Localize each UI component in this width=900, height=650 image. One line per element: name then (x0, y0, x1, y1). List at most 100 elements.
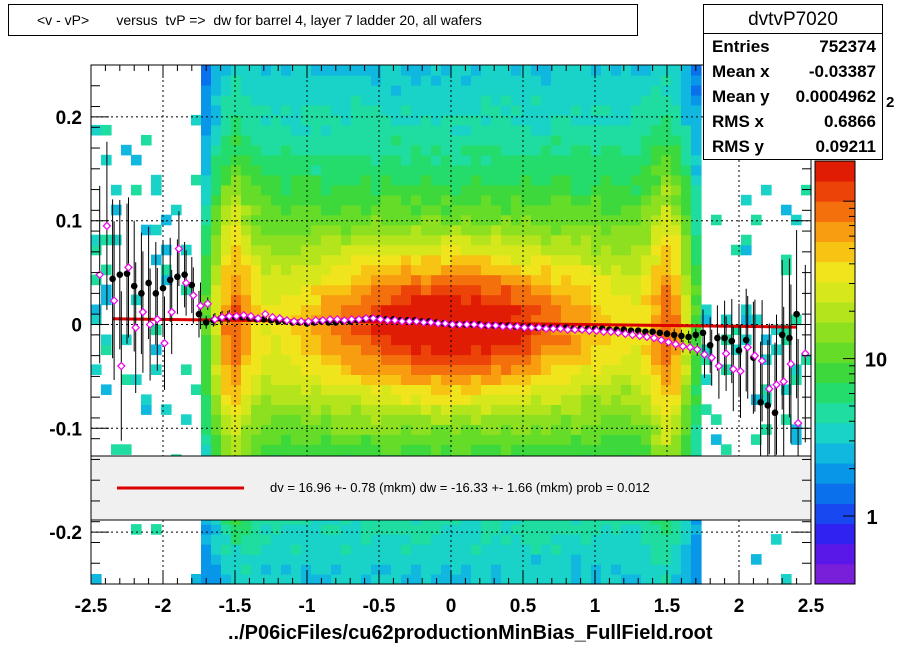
heatmap-cell (541, 554, 552, 565)
heatmap-cell (591, 274, 602, 286)
heatmap-cell (361, 404, 372, 415)
x-tick-label: 0 (446, 596, 457, 617)
heatmap-cell (681, 154, 692, 166)
profile-point (282, 315, 292, 325)
heatmap-cell (461, 144, 472, 156)
heatmap-cell (691, 444, 702, 455)
y-tick-label: 0.1 (56, 212, 83, 233)
heatmap-cell (381, 434, 392, 445)
heatmap-cell (221, 284, 232, 296)
heatmap-cell (451, 94, 462, 106)
heatmap-cell (181, 244, 192, 256)
heatmap-cell (251, 254, 262, 266)
profile-point (592, 326, 601, 336)
heatmap-cell (551, 384, 562, 395)
heatmap-cell (311, 214, 322, 226)
heatmap-cell (401, 104, 412, 116)
heatmap-cell (401, 544, 412, 555)
x-tick-label: -1.5 (219, 596, 252, 617)
heatmap-cell (631, 314, 642, 326)
heatmap-cell (361, 254, 372, 266)
heatmap-cell (481, 85, 492, 96)
heatmap-cell (631, 544, 642, 555)
heatmap-cell (661, 85, 672, 96)
heatmap-cell (431, 144, 442, 156)
heatmap-cell (631, 264, 642, 276)
heatmap-cell (311, 184, 322, 196)
palette-swatch (815, 382, 855, 404)
heatmap-cell (251, 284, 262, 296)
heatmap-cell (601, 85, 612, 96)
heatmap-cell (571, 304, 582, 316)
heatmap-cell (521, 314, 532, 326)
heatmap-cell (331, 204, 342, 216)
heatmap-cell (221, 65, 232, 76)
heatmap-cell (551, 154, 562, 166)
heatmap-cell (321, 114, 332, 126)
heatmap-cell (601, 384, 612, 395)
heatmap-cell (551, 224, 562, 236)
heatmap-cell (231, 384, 242, 395)
heatmap-cell (541, 184, 552, 196)
heatmap-cell (431, 154, 442, 166)
heatmap-cell (591, 244, 602, 256)
heatmap-cell (471, 164, 482, 176)
heatmap-cell (431, 264, 442, 276)
heatmap-cell (481, 75, 492, 86)
heatmap-cell (381, 354, 392, 365)
heatmap-cell (381, 264, 392, 276)
heatmap-cell (301, 254, 312, 266)
heatmap-cell (591, 554, 602, 565)
heatmap-cell (651, 324, 662, 336)
heatmap-cell (291, 114, 302, 126)
heatmap-cell (521, 274, 532, 286)
heatmap-cell (351, 214, 362, 226)
heatmap-cell (251, 154, 262, 166)
heatmap-cell (311, 534, 322, 545)
heatmap-cell (211, 444, 222, 455)
heatmap-cell (281, 75, 292, 86)
heatmap-cell (271, 394, 282, 405)
heatmap-cell (591, 264, 602, 276)
x-tick-label: 1.5 (654, 596, 681, 617)
heatmap-cell (351, 544, 362, 555)
heatmap-cell (421, 144, 432, 156)
heatmap-cell (241, 274, 252, 286)
heatmap-cell (541, 574, 552, 585)
heatmap-cell (641, 534, 652, 545)
heatmap-cell (181, 414, 192, 425)
heatmap-cell (281, 534, 292, 545)
heatmap-cell (261, 324, 272, 336)
heatmap-cell (371, 404, 382, 415)
heatmap-cell (231, 524, 242, 535)
heatmap-cell (311, 414, 322, 425)
heatmap-cell (221, 124, 232, 136)
profile-point (217, 312, 227, 322)
heatmap-cell (291, 434, 302, 445)
heatmap-cell (511, 114, 522, 126)
heatmap-cell (531, 85, 542, 96)
heatmap-cell (451, 194, 462, 206)
heatmap-cell (561, 444, 572, 455)
heatmap-cell (491, 384, 502, 395)
heatmap-cell (461, 544, 472, 555)
heatmap-cell (321, 364, 332, 375)
heatmap-cell (431, 224, 442, 236)
heatmap-cell (441, 274, 452, 286)
heatmap-cell (581, 424, 592, 435)
heatmap-cell (621, 274, 632, 286)
heatmap-cell (431, 184, 442, 196)
heatmap-cell (521, 334, 532, 346)
heatmap-cell (641, 234, 652, 246)
heatmap-cell (431, 85, 442, 96)
heatmap-cell (451, 104, 462, 116)
heatmap-cell (251, 274, 262, 286)
heatmap-cell (661, 394, 672, 405)
heatmap-cell (761, 424, 772, 435)
heatmap-cell (271, 284, 282, 296)
heatmap-cell (201, 94, 212, 106)
heatmap-cell (371, 204, 382, 216)
heatmap-cell (531, 304, 542, 316)
heatmap-cell (541, 364, 552, 375)
heatmap-cell (531, 104, 542, 116)
